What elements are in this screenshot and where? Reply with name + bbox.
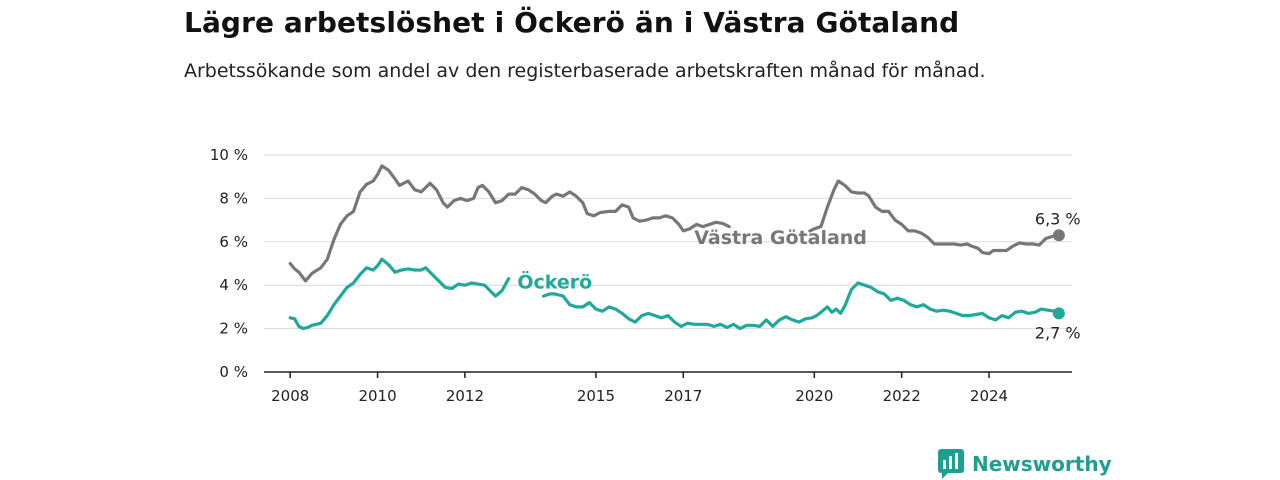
x-tick-label: 2008 [271, 387, 309, 405]
x-tick-label: 2017 [664, 387, 702, 405]
series-end-marker [1052, 307, 1065, 320]
x-tick-label: 2024 [970, 387, 1008, 405]
bar-chart-icon [938, 449, 964, 479]
brand-logo: Newsworthy [938, 449, 1112, 479]
y-tick-label: 6 % [219, 233, 248, 251]
end-value-label-ockero: 2,7 % [1035, 323, 1081, 342]
x-tick-label: 2015 [577, 387, 615, 405]
end-value-label-vastra-gotaland: 6,3 % [1035, 209, 1081, 228]
x-tick-label: 2020 [795, 387, 833, 405]
x-tick-label: 2012 [446, 387, 484, 405]
y-tick-label: 2 % [219, 320, 248, 338]
page-title: Lägre arbetslöshet i Öckerö än i Västra … [184, 6, 960, 39]
brand-name: Newsworthy [972, 452, 1112, 476]
y-tick-label: 4 % [219, 276, 248, 294]
page-subtitle: Arbetssökande som andel av den registerb… [184, 60, 986, 82]
chart-series [288, 164, 1065, 331]
x-tick-label: 2010 [358, 387, 396, 405]
series-label-vastra-gotaland: Västra Götaland [694, 227, 867, 249]
series-end-marker [1052, 229, 1065, 242]
series-line-ockero [541, 281, 1061, 331]
chart-grid: 0 % 2 % 4 % 6 % 8 % 10 % 2008 2010 2012 2015 2017 2… [210, 146, 1072, 405]
series-line-vastra-gotaland [288, 164, 731, 283]
y-tick-label: 0 % [219, 363, 248, 381]
y-tick-label: 8 % [219, 189, 248, 207]
y-tick-label: 10 % [210, 146, 248, 164]
series-line-vastra-gotaland [808, 179, 1061, 256]
chart-labels: Västra Götaland Öckerö 6,3 % 2,7 % [517, 209, 1080, 342]
series-label-ockero: Öckerö [517, 269, 592, 293]
x-tick-label: 2022 [883, 387, 921, 405]
series-line-ockero [288, 257, 511, 331]
